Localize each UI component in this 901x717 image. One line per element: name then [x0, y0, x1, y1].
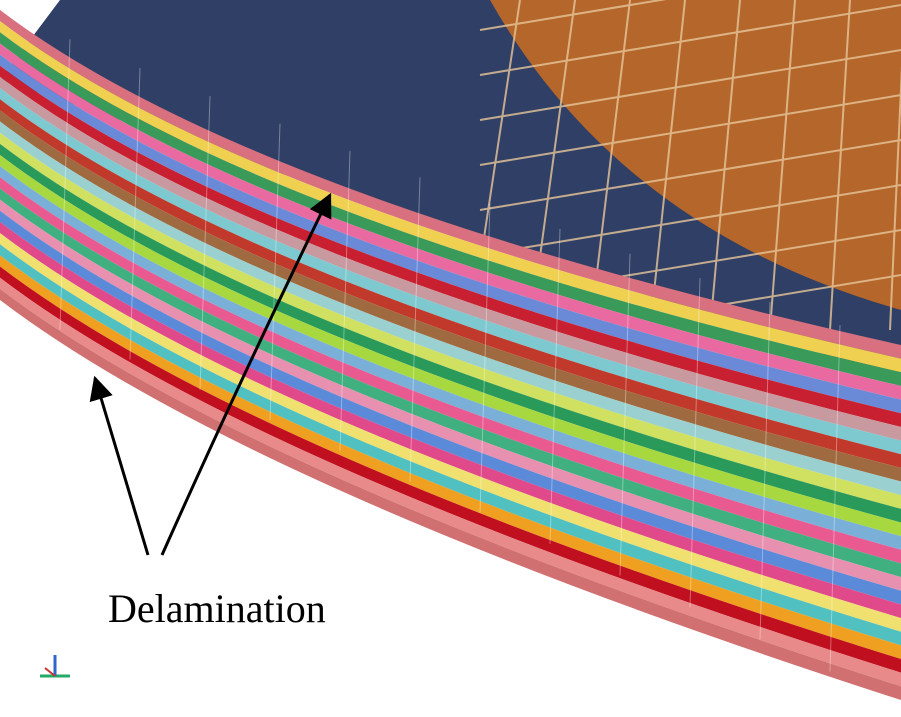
annotation-label: Delamination — [108, 586, 326, 631]
page: Delamination (() => { const data = JSON.… — [0, 0, 901, 717]
fea-view: Delamination — [0, 0, 901, 717]
